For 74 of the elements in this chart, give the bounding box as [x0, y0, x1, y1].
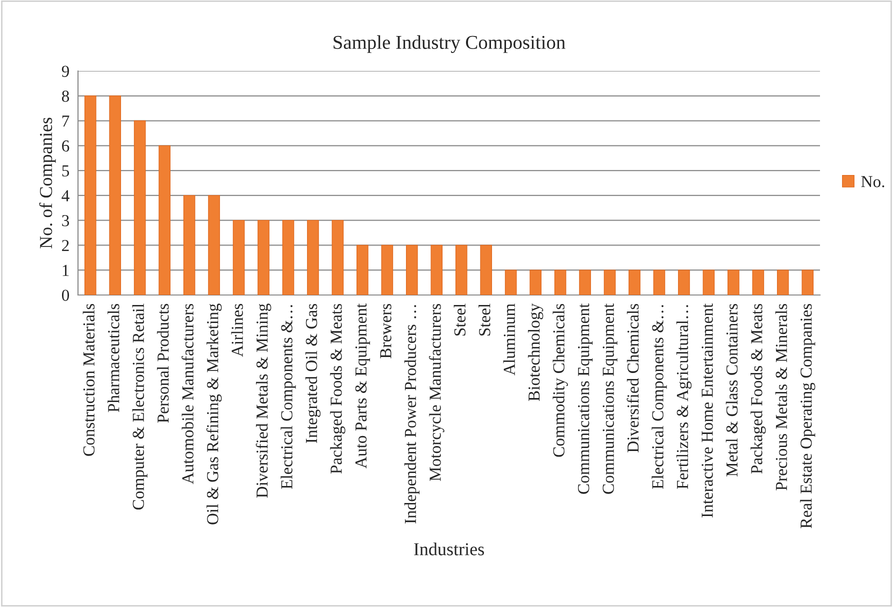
x-tick-label: Pharmaceuticals: [108, 304, 120, 412]
x-tick-label: Fertilizers & Agricultural…: [676, 305, 692, 489]
bar: [653, 270, 666, 295]
y-tick-label: 3: [62, 215, 70, 226]
bar: [628, 270, 640, 295]
bar: [381, 244, 394, 295]
bar: [356, 244, 368, 295]
x-tick-label: Communications Equipment: [602, 303, 618, 494]
y-tick-label: 1: [62, 264, 69, 276]
x-tick-label: Integrated Oil & Gas: [305, 304, 321, 443]
bar: [406, 244, 418, 295]
legend-label: No.: [861, 176, 884, 188]
x-tick-label: Automobile Manufacturers: [182, 304, 194, 484]
x-tick-label: Interactive Home Entertainment: [702, 303, 713, 518]
y-tick-label: 6: [62, 140, 70, 152]
bar: [307, 220, 319, 295]
y-tick-label: 4: [62, 190, 70, 202]
bar: [282, 220, 294, 295]
bar: [480, 244, 492, 295]
bar: [208, 195, 220, 295]
bar: [232, 220, 245, 295]
y-tick-label: 9: [62, 66, 69, 77]
bar: [752, 270, 764, 295]
x-tick-label: Precious Metals & Minerals: [775, 304, 788, 490]
x-tick-label: Airlines: [231, 304, 243, 357]
x-tick-label: Brewers: [380, 304, 392, 358]
bar: [554, 270, 566, 295]
x-tick-label: Motorcycle Manufacturers: [428, 304, 444, 482]
x-tick-label: Oil & Gas Refining & Marketing: [206, 304, 222, 524]
bar: [158, 145, 170, 295]
x-tick-label: Independent Power Producers …: [404, 305, 420, 524]
bar: [530, 270, 542, 295]
x-tick-label: Construction Materials: [82, 304, 95, 456]
x-tick-label: Electrical Components &…: [652, 305, 667, 489]
x-tick-label: Personal Products: [157, 304, 169, 423]
x-tick-label: Biotechnology: [528, 303, 544, 401]
bar: [430, 244, 443, 295]
bar: [604, 270, 616, 295]
chart-title: Sample Industry Composition: [334, 35, 566, 53]
bar: [84, 96, 96, 295]
y-tick-label: 5: [62, 165, 70, 176]
x-tick-label: Packaged Foods & Meats: [750, 304, 766, 474]
y-tick-label: 8: [62, 90, 70, 102]
x-tick-label: Diversified Chemicals: [626, 304, 639, 452]
x-tick-label: Packaged Foods & Meats: [330, 304, 346, 474]
bar: [455, 244, 468, 295]
bar: [504, 270, 517, 295]
x-tick-label: Aluminum: [503, 304, 516, 376]
bar: [776, 270, 789, 295]
bar: [678, 270, 690, 295]
x-tick-label: Real Estate Operating Companies: [800, 304, 816, 528]
x-tick-label: Steel: [478, 304, 490, 336]
bar: [134, 120, 146, 295]
bar: [728, 270, 740, 295]
x-tick-label: Computer & Electronics Retail: [132, 304, 148, 510]
x-tick-label: Metal & Glass Containers: [726, 304, 738, 476]
bar: [579, 270, 591, 295]
y-tick-label: 2: [62, 240, 69, 252]
y-tick-label: 7: [62, 116, 70, 127]
bar: [183, 195, 196, 295]
x-tick-label: Diversified Metals & Mining: [256, 304, 272, 498]
x-tick-label: Electrical Components &…: [280, 305, 296, 489]
x-tick-label: Auto Parts & Equipment: [355, 303, 370, 468]
bar: [258, 220, 270, 295]
x-axis-title: Industries: [414, 542, 484, 556]
bar: [702, 270, 715, 295]
bar: [332, 220, 344, 295]
x-tick-label: Steel: [454, 304, 466, 336]
y-axis-title: No. of Companies: [39, 118, 56, 248]
x-tick-label: Communications Equipment: [578, 303, 593, 494]
x-tick-label: Commodity Chemicals: [552, 304, 568, 457]
bar: [802, 270, 814, 295]
y-tick-label: 0: [62, 290, 70, 301]
bar: [109, 96, 122, 295]
